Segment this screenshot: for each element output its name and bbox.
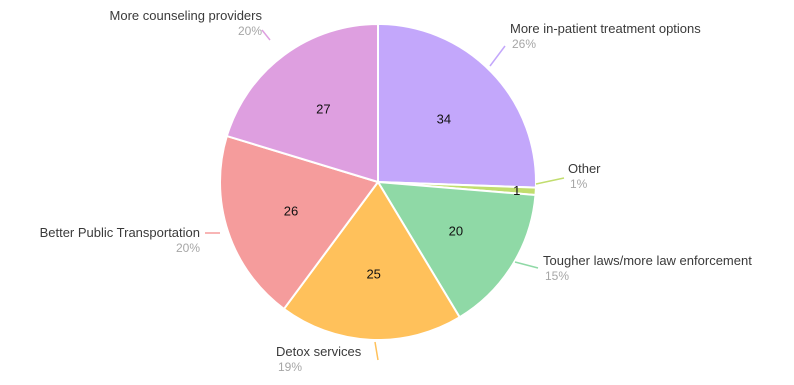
pie-slice-better-public-transportation[interactable] bbox=[219, 134, 380, 311]
pie-slice-detox-services[interactable] bbox=[282, 180, 462, 341]
leader-line-detox-services bbox=[374, 341, 379, 361]
slice-value-tougher-laws-more-law-enforcement: 20 bbox=[449, 223, 463, 238]
pie-slice-tougher-laws-more-law-enforcement[interactable] bbox=[376, 180, 537, 319]
leader-line-other bbox=[535, 177, 565, 185]
slice-label-better-public-transportation: Better Public Transportation bbox=[40, 225, 200, 240]
slice-label-more-in-patient-treatment-options: More in-patient treatment options bbox=[510, 21, 701, 36]
slice-value-detox-services: 25 bbox=[366, 267, 380, 282]
slice-percent-better-public-transportation: 20% bbox=[176, 241, 200, 255]
pie-slice-more-in-patient-treatment-options[interactable] bbox=[377, 22, 537, 189]
slice-percent-more-counseling-providers: 20% bbox=[238, 24, 262, 38]
slice-value-other: 1 bbox=[513, 183, 520, 198]
slice-value-more-in-patient-treatment-options: 34 bbox=[437, 111, 451, 126]
slice-value-better-public-transportation: 26 bbox=[284, 204, 298, 219]
pie-slice-more-counseling-providers[interactable] bbox=[225, 22, 379, 184]
leader-line-more-in-patient-treatment-options bbox=[489, 45, 506, 67]
leader-line-tougher-laws-more-law-enforcement bbox=[514, 261, 539, 269]
leader-line-more-counseling-providers bbox=[261, 29, 271, 41]
slice-percent-other: 1% bbox=[570, 177, 588, 191]
slice-percent-detox-services: 19% bbox=[278, 360, 302, 374]
slice-label-tougher-laws-more-law-enforcement: Tougher laws/more law enforcement bbox=[543, 253, 752, 268]
slice-label-detox-services: Detox services bbox=[276, 344, 362, 359]
slice-percent-tougher-laws-more-law-enforcement: 15% bbox=[545, 269, 569, 283]
slice-percent-more-in-patient-treatment-options: 26% bbox=[512, 37, 536, 51]
slice-label-other: Other bbox=[568, 161, 601, 176]
slice-label-more-counseling-providers: More counseling providers bbox=[110, 8, 263, 23]
slice-value-more-counseling-providers: 27 bbox=[316, 101, 330, 116]
